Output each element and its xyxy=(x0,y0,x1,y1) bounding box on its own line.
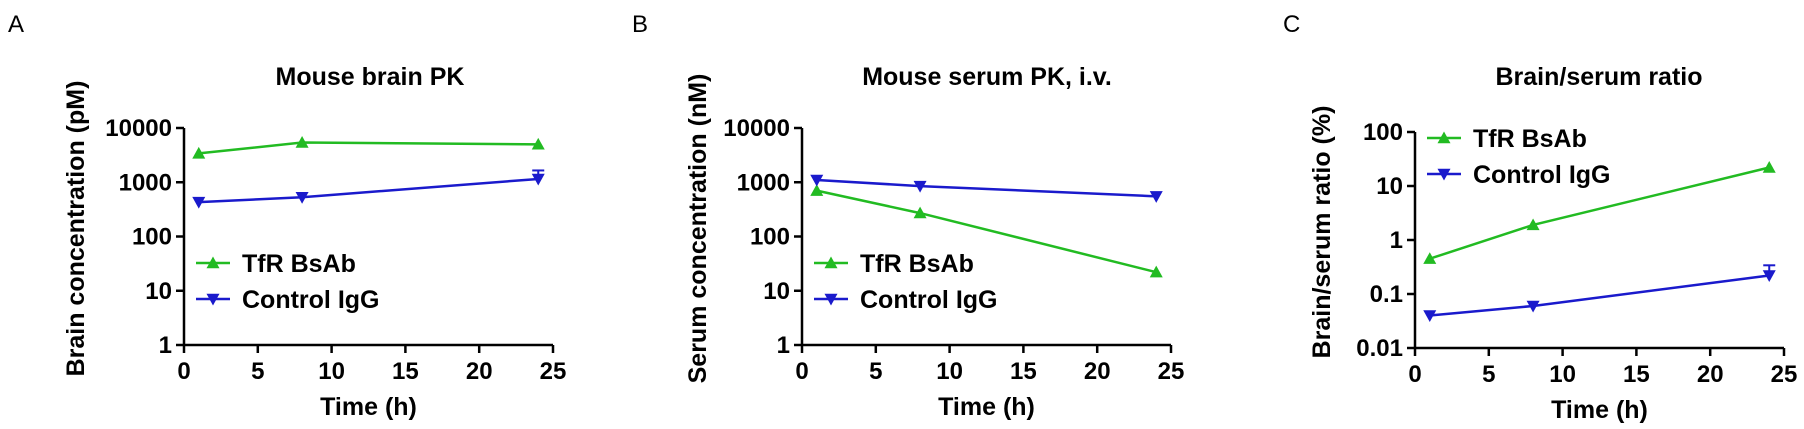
y-tick-label: 10 xyxy=(763,278,790,305)
panel-letter: B xyxy=(632,11,648,38)
x-tick-label: 25 xyxy=(1158,358,1185,385)
panel-letter: C xyxy=(1283,11,1300,38)
panel-a: A Mouse brain PK 1 10 100 1000 10000 0 5 10 15 20 25… xyxy=(8,11,566,421)
legend-entry: Control IgG xyxy=(814,286,997,314)
y-tick-label: 1 xyxy=(777,332,790,359)
legend-swatch-marker xyxy=(206,293,220,306)
data-point xyxy=(1149,265,1163,278)
series-line xyxy=(198,141,539,155)
x-tick-label: 15 xyxy=(1623,361,1650,388)
x-tick-label: 0 xyxy=(795,358,808,385)
legend-entry: TfR BsAb xyxy=(1427,125,1587,153)
legend-entry: TfR BsAb xyxy=(814,250,974,278)
legend-label: TfR BsAb xyxy=(1473,125,1587,153)
x-tick-label: 0 xyxy=(1408,361,1421,388)
x-tick-label: 10 xyxy=(318,358,345,385)
y-axis-label: Brain/serum ratio (%) xyxy=(1308,106,1336,359)
data-point xyxy=(810,174,824,187)
data-point xyxy=(531,173,545,186)
chart-title: Mouse serum PK, i.v. xyxy=(862,63,1112,91)
y-tick-label: 100 xyxy=(1363,119,1403,146)
data-point xyxy=(295,192,309,204)
legend-label: Control IgG xyxy=(860,286,997,314)
series-control-igg xyxy=(1423,264,1776,322)
x-tick-label: 5 xyxy=(251,358,264,385)
legend-label: TfR BsAb xyxy=(242,250,356,278)
legend-swatch-marker xyxy=(824,256,838,269)
x-tick-label: 15 xyxy=(392,358,419,385)
x-tick-label: 25 xyxy=(540,358,567,385)
legend-label: TfR BsAb xyxy=(860,250,974,278)
x-axis-label: Time (h) xyxy=(1551,396,1648,424)
legend-label: Control IgG xyxy=(242,286,379,314)
series-tfr-bsab xyxy=(1423,161,1776,264)
y-tick-label: 10000 xyxy=(105,115,172,142)
y-axis-label: Brain concentration (pM) xyxy=(62,81,90,377)
data-point xyxy=(531,137,545,150)
data-point xyxy=(1423,310,1437,322)
legend-swatch-marker xyxy=(824,293,838,306)
panel-letter: A xyxy=(8,11,24,38)
series-control-igg xyxy=(192,169,545,209)
data-point xyxy=(192,196,206,209)
chart-title: Mouse brain PK xyxy=(276,63,465,91)
data-point xyxy=(913,206,927,219)
data-point xyxy=(295,136,309,148)
x-tick-label: 15 xyxy=(1010,358,1037,385)
data-point xyxy=(1526,218,1540,231)
y-tick-label: 1 xyxy=(1390,227,1403,254)
data-point xyxy=(1423,252,1437,264)
x-tick-label: 10 xyxy=(936,358,963,385)
x-tick-label: 20 xyxy=(466,358,493,385)
series-tfr-bsab xyxy=(810,184,1163,278)
legend-entry: Control IgG xyxy=(196,286,379,314)
y-tick-label: 0.01 xyxy=(1356,335,1403,362)
data-point xyxy=(810,184,824,196)
series-tfr-bsab xyxy=(192,136,545,159)
x-tick-label: 20 xyxy=(1697,361,1724,388)
y-tick-label: 100 xyxy=(750,224,790,251)
data-point xyxy=(1762,161,1776,173)
x-tick-label: 25 xyxy=(1771,361,1798,388)
x-tick-label: 0 xyxy=(177,358,190,385)
data-point xyxy=(1149,191,1163,203)
legend-label: Control IgG xyxy=(1473,161,1610,189)
legend-entry: TfR BsAb xyxy=(196,250,356,278)
panel-c: C Brain/serum ratio 0.01 0.1 1 10 100 0 5 10 15 20 2… xyxy=(1283,11,1797,424)
legend-swatch-marker xyxy=(1437,131,1451,144)
y-tick-label: 1 xyxy=(159,332,172,359)
legend-swatch-marker xyxy=(206,256,220,269)
data-point xyxy=(1762,270,1776,283)
legend-swatch-marker xyxy=(1437,168,1451,181)
series-line xyxy=(1429,274,1770,317)
x-tick-label: 5 xyxy=(1482,361,1495,388)
y-tick-label: 0.1 xyxy=(1370,281,1403,308)
x-axis-label: Time (h) xyxy=(320,393,417,421)
x-axis-label: Time (h) xyxy=(938,393,1035,421)
legend-entry: Control IgG xyxy=(1427,161,1610,189)
y-tick-label: 10 xyxy=(1376,173,1403,200)
x-tick-label: 20 xyxy=(1084,358,1111,385)
series-line xyxy=(816,178,1157,198)
x-tick-label: 5 xyxy=(869,358,882,385)
x-tick-label: 10 xyxy=(1549,361,1576,388)
y-axis-label: Serum concentration (nM) xyxy=(684,74,712,384)
y-tick-label: 1000 xyxy=(119,169,172,196)
data-point xyxy=(1526,300,1540,313)
series-line xyxy=(198,177,539,204)
y-tick-label: 10 xyxy=(145,278,172,305)
chart-title: Brain/serum ratio xyxy=(1495,63,1702,91)
panel-b: B Mouse serum PK, i.v. 1 10 100 1000 10000 0 5 10… xyxy=(632,11,1184,421)
data-point xyxy=(913,180,927,193)
y-tick-label: 100 xyxy=(132,224,172,251)
series-control-igg xyxy=(810,174,1163,203)
data-point xyxy=(192,146,206,159)
y-tick-label: 1000 xyxy=(737,169,790,196)
y-tick-label: 10000 xyxy=(723,115,790,142)
